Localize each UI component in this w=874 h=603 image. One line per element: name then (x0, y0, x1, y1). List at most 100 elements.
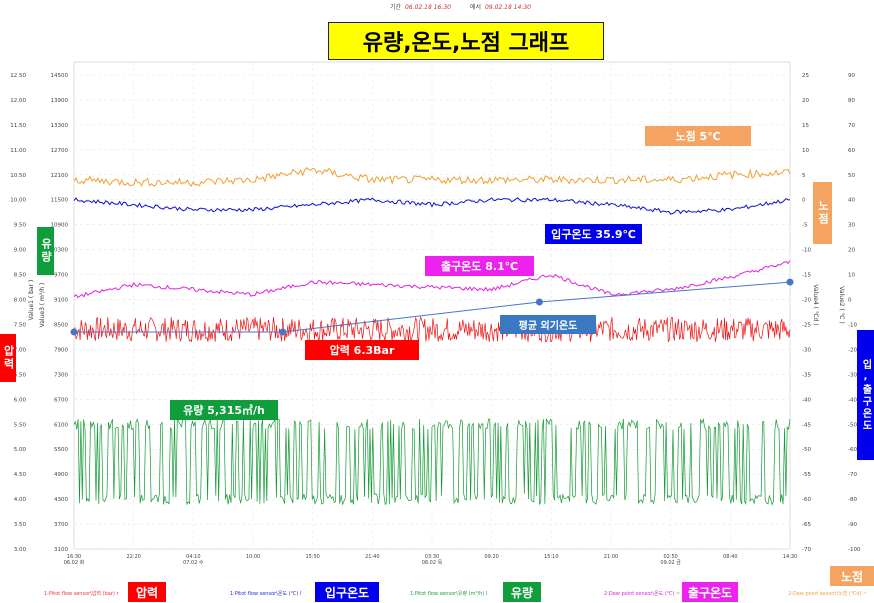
x-tick-label: 16:30 (67, 554, 81, 560)
series-압력 (73, 315, 791, 343)
y-tick-label: 10.50 (10, 173, 26, 179)
y-tick-label: 4.50 (14, 472, 27, 478)
y-tick-label: 7.00 (14, 347, 27, 353)
series-노점 (73, 166, 791, 187)
axis-title: Value3 ( m³/h ) (39, 283, 46, 328)
series-평균 외기온도 (74, 281, 791, 333)
y-tick-label: -55 (802, 472, 811, 478)
y-tick-label: -100 (848, 547, 861, 553)
y-tick-label: -50 (802, 447, 811, 453)
y-tick-label: 30 (848, 223, 855, 229)
x-tick-label: 03:30 (425, 554, 439, 560)
y-tick-label: 5.50 (14, 422, 27, 428)
y-tick-label: 12100 (51, 173, 69, 179)
period-end: 에서 09.02.18 14:30 (470, 2, 531, 11)
y-tick-label: -70 (848, 472, 857, 478)
y-tick-label: -10 (802, 248, 811, 254)
y-tick-label: 90 (848, 73, 855, 79)
y-tick-label: 4.00 (14, 497, 27, 503)
axis-title: Value4 ( ℃d ) (812, 284, 819, 325)
series-유량 (73, 417, 791, 506)
y-tick-label: 11500 (51, 198, 69, 204)
y-tick-label: 9700 (54, 273, 68, 279)
y-tick-label: 11.00 (10, 148, 26, 154)
legend-text: 1:Pitot flow sensor\유량 (m³/h) l (410, 591, 488, 597)
y-tick-label: 8500 (54, 322, 68, 328)
y-tick-label: 13900 (51, 98, 69, 104)
y-tick-label: -5 (802, 223, 808, 229)
series-marker (279, 328, 287, 336)
series-출구온도 (73, 260, 791, 299)
y-tick-label: 20 (802, 98, 809, 104)
legend-text: 2:Dew point sensor\노점 (℃d) ~ (788, 591, 868, 597)
y-tick-label: -60 (802, 497, 811, 503)
x-tick-label: 02:50 (663, 554, 677, 560)
y-tick-label: 70 (848, 123, 855, 129)
y-tick-label: 6.00 (14, 397, 27, 403)
y-tick-label: 40 (848, 198, 855, 204)
y-tick-label: 50 (848, 173, 855, 179)
legend-text: 1:Pitot flow sensor\압력 (bar) r (44, 591, 119, 597)
period-start: 기간 06.02.18 16:30 (390, 2, 451, 11)
y-tick-label: 6700 (54, 397, 68, 403)
chart-title: 유량,온도,노점 그래프 (328, 22, 604, 60)
axis-title: Value1 ( bar ) (28, 280, 35, 321)
x-tick-label: 14:30 (783, 554, 797, 560)
x-tick-label: 08.02 목 (422, 560, 443, 566)
y-tick-label: 14500 (51, 73, 69, 79)
y-tick-label: -70 (802, 547, 811, 553)
x-tick-label: 15:10 (544, 554, 558, 560)
y-tick-label: 7.50 (14, 322, 27, 328)
y-tick-label: 0 (802, 198, 806, 204)
tag-inlet: 입구온도 35.9℃ (545, 224, 642, 244)
y-tick-label: 10300 (51, 248, 69, 254)
series-입구온도 (73, 197, 791, 215)
legend-box: 압력 (128, 582, 166, 602)
x-tick-label: 10:00 (246, 554, 260, 560)
y-tick-label: 12700 (51, 148, 69, 154)
series-layer (70, 166, 794, 506)
y-tick-label: 9.50 (14, 223, 27, 229)
y-tick-label: 8.50 (14, 273, 27, 279)
y-tick-label: 15 (802, 123, 809, 129)
period-end-value: 09.02.18 14:30 (485, 4, 531, 11)
y-tick-label: 4900 (54, 472, 68, 478)
y-tick-label: -30 (848, 372, 857, 378)
side-dew: 노점 (813, 182, 832, 244)
x-tick-label: 07.02 수 (183, 560, 204, 566)
legend-text: 1:Pitot flow sensor\온도 (℃) l (230, 591, 302, 597)
y-tick-label: 3.50 (14, 522, 27, 528)
y-tick-label: 0 (848, 298, 852, 304)
x-tick-label: 08:40 (723, 554, 737, 560)
y-tick-label: -40 (848, 397, 857, 403)
y-tick-label: 60 (848, 148, 855, 154)
series-marker (70, 328, 78, 336)
y-tick-label: 12.50 (10, 73, 26, 79)
legend-box: 출구온도 (682, 582, 738, 602)
side-flow: 유량 (37, 227, 54, 275)
period-label: 기간 (390, 4, 402, 11)
series-marker (786, 278, 794, 286)
x-tick-label: 21:40 (365, 554, 379, 560)
y-tick-label: 9.00 (14, 248, 27, 254)
y-tick-label: 3100 (54, 547, 68, 553)
x-tick-label: 06.02 화 (64, 560, 85, 566)
side-pressure: 압력 (0, 334, 16, 382)
y-tick-label: -50 (848, 422, 857, 428)
side-temp: 입,출구온도 (857, 330, 874, 460)
tag-dew: 노점 5℃ (645, 126, 751, 146)
y-tick-label: 20 (848, 248, 855, 254)
y-tick-label: -65 (802, 522, 811, 528)
tag-flow: 유량 5,315㎥/h (170, 400, 278, 420)
y-tick-label: -45 (802, 422, 811, 428)
y-tick-label: -10 (848, 322, 857, 328)
legend-text: 2:Dew point sensor\온도 (℃) ~ (604, 591, 681, 597)
axis-title: Value2 ( ℃ ) (838, 286, 845, 323)
y-tick-label: -90 (848, 522, 857, 528)
y-tick-label: 7900 (54, 347, 68, 353)
legend-box: 노점 (830, 566, 874, 586)
y-tick-label: 8.00 (14, 298, 27, 304)
y-tick-label: 12.00 (10, 98, 26, 104)
y-tick-label: 7300 (54, 372, 68, 378)
